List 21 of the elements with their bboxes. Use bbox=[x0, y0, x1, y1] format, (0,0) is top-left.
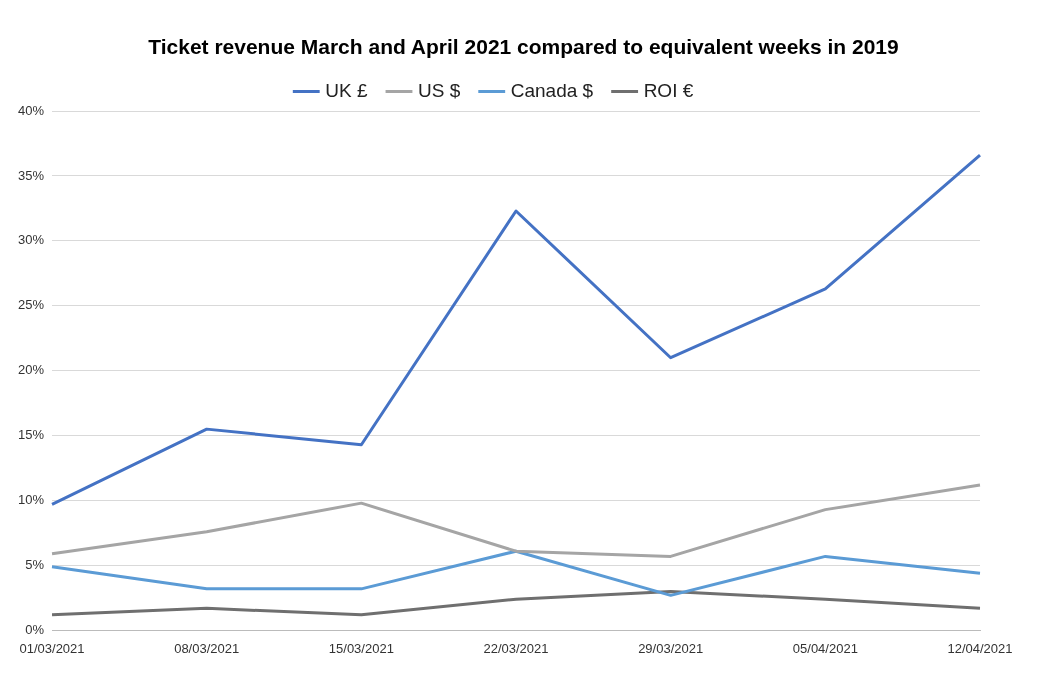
x-tick-label: 08/03/2021 bbox=[174, 640, 240, 656]
legend-label: UK £ bbox=[325, 79, 368, 101]
y-tick-label: 35% bbox=[17, 167, 45, 183]
y-tick-label: 5% bbox=[25, 557, 45, 573]
y-tick-label: 30% bbox=[17, 232, 45, 248]
y-tick-label: 10% bbox=[17, 492, 45, 508]
legend-label: ROI € bbox=[643, 79, 694, 101]
x-tick-label: 15/03/2021 bbox=[328, 640, 394, 656]
x-tick-label: 22/03/2021 bbox=[483, 640, 549, 656]
legend-label: US $ bbox=[417, 79, 461, 101]
y-tick-label: 40% bbox=[17, 102, 45, 118]
y-tick-label: 25% bbox=[17, 297, 45, 313]
x-tick-label: 01/03/2021 bbox=[19, 640, 85, 656]
y-tick-label: 15% bbox=[17, 427, 45, 443]
y-tick-label: 0% bbox=[25, 621, 45, 637]
legend-label: Canada $ bbox=[510, 79, 594, 101]
x-tick-label: 12/04/2021 bbox=[947, 640, 1013, 656]
x-tick-label: 29/03/2021 bbox=[638, 640, 704, 656]
chart-title: Ticket revenue March and April 2021 compared to equivalent weeks in 2019 bbox=[147, 34, 900, 60]
y-tick-label: 20% bbox=[17, 362, 45, 378]
x-tick-label: 05/04/2021 bbox=[792, 640, 858, 656]
